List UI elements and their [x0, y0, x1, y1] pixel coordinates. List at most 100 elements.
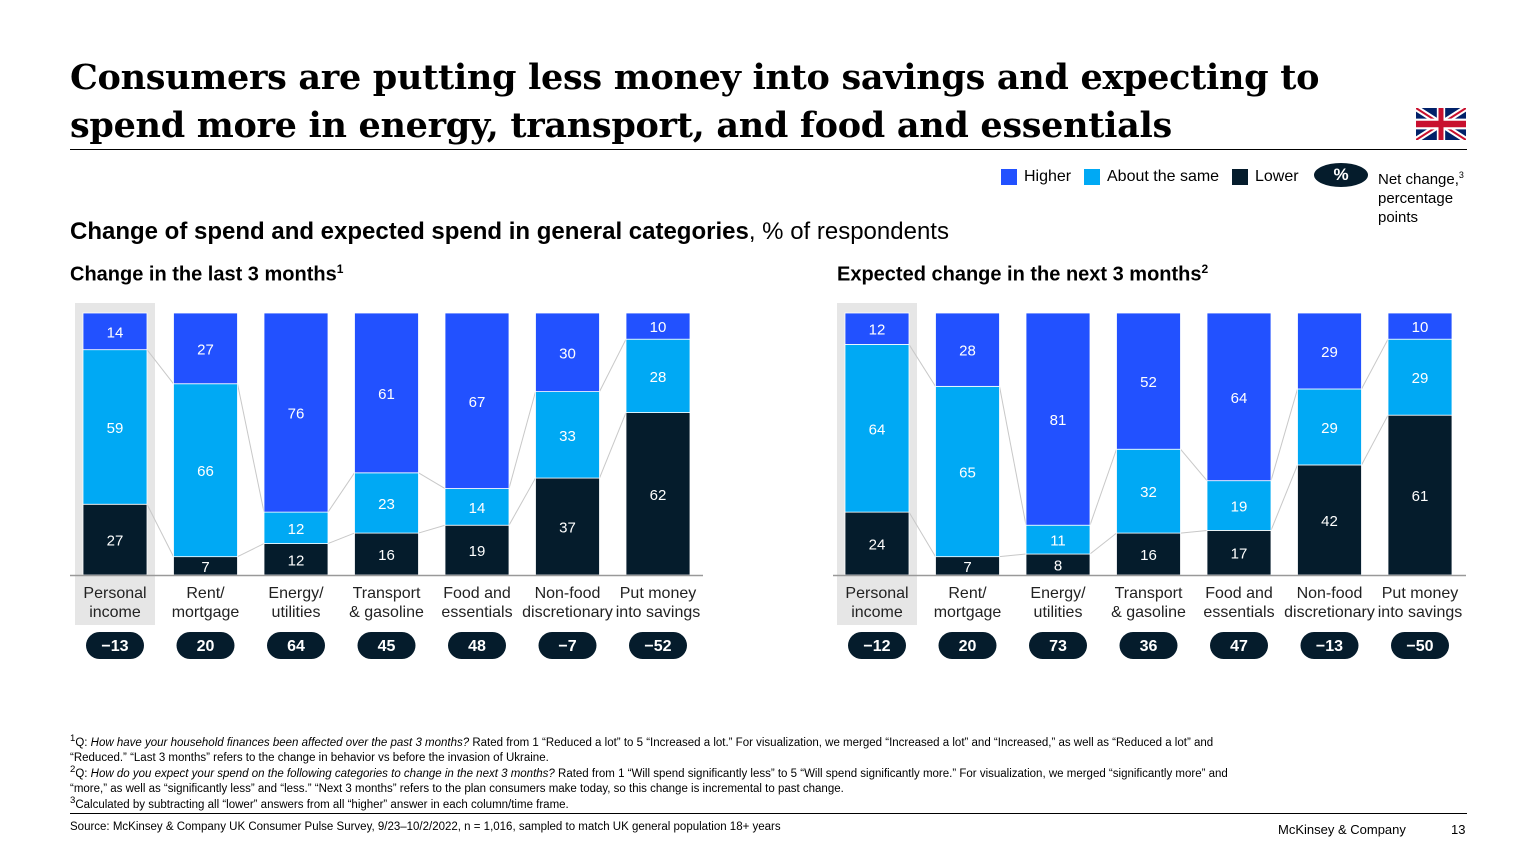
connector-line	[146, 349, 174, 385]
bar-segment-about-the-same	[1206, 480, 1272, 531]
category-label: & gasoline	[1111, 604, 1186, 621]
data-label: 19	[469, 543, 486, 560]
connector-line	[1089, 532, 1117, 555]
data-label: 24	[869, 537, 886, 554]
category-label: Personal	[845, 585, 908, 602]
data-label: 66	[197, 463, 214, 480]
category-label: Rent/	[948, 585, 987, 602]
bar-segment-lower	[354, 532, 419, 576]
bar-segment-about-the-same	[1116, 448, 1181, 534]
legend-swatch-lower	[1232, 169, 1248, 185]
bar-segment-higher	[625, 312, 691, 340]
net-change-pill	[1300, 632, 1359, 659]
title-divider	[70, 149, 1467, 150]
category-label: discretionary	[1284, 604, 1375, 621]
net-change-value: −52	[644, 638, 671, 655]
category-label: into savings	[1378, 604, 1463, 621]
category-label: Energy/	[268, 585, 324, 602]
data-label: 67	[469, 394, 486, 411]
bar-segment-lower	[844, 511, 910, 576]
subtitle-rest: , % of respondents	[748, 218, 949, 245]
bar-segment-about-the-same	[444, 488, 510, 526]
category-label: Non-food	[1297, 585, 1363, 602]
data-label: 17	[1231, 546, 1248, 563]
net-change-pill	[1210, 632, 1268, 659]
net-change-pill	[267, 632, 325, 659]
legend-label: Lower	[1255, 168, 1299, 185]
bar-segment-about-the-same	[173, 383, 238, 558]
chart-subtitle: Change of spend and expected spend in ge…	[70, 218, 949, 246]
category-label: utilities	[1034, 604, 1083, 621]
net-change-value: 48	[468, 638, 486, 655]
connector-line	[1270, 464, 1298, 531]
category-label: income	[89, 604, 141, 621]
bar-segment-higher	[82, 312, 148, 351]
legend-net-pill: %	[1314, 163, 1368, 187]
net-change-pill	[938, 632, 997, 659]
data-label: 65	[959, 465, 976, 482]
net-change-value: −13	[1316, 638, 1343, 655]
legend-lower: Lower	[1232, 168, 1299, 186]
bar-segment-higher	[173, 312, 238, 385]
data-label: 76	[288, 406, 305, 423]
data-label: 33	[559, 428, 576, 445]
category-label: Food and	[1205, 585, 1273, 602]
panel-title-text: Expected change in the next 3 months	[837, 263, 1202, 286]
source-note: Source: McKinsey & Company UK Consumer P…	[70, 821, 781, 833]
legend-label: About the same	[1107, 168, 1220, 185]
connector-line	[999, 553, 1027, 558]
connector-line	[599, 412, 627, 479]
data-label: 64	[869, 421, 886, 438]
net-change-pill	[1029, 632, 1087, 659]
data-label: 11	[1050, 533, 1066, 550]
net-change-pill	[1119, 632, 1178, 659]
net-change-pill	[176, 632, 235, 659]
bar-segment-higher	[354, 312, 419, 474]
connector-line	[908, 511, 936, 557]
connector-line	[237, 383, 265, 513]
category-label: Energy/	[1030, 585, 1086, 602]
category-label: & gasoline	[349, 604, 424, 621]
category-label: Put money	[1382, 585, 1458, 602]
connector-line	[327, 532, 355, 545]
net-change-value: −7	[558, 638, 576, 655]
data-label: 27	[107, 533, 124, 550]
data-label: 16	[1140, 547, 1157, 564]
bar-segment-higher	[1206, 312, 1272, 482]
data-label: 14	[469, 500, 486, 517]
connector-line	[999, 386, 1027, 526]
data-label: 62	[650, 487, 667, 504]
data-label: 29	[1321, 344, 1338, 361]
footnote-1: 1Q: How have your household finances bee…	[70, 733, 1214, 765]
category-label: into savings	[616, 604, 701, 621]
data-label: 14	[107, 324, 124, 341]
connector-line	[908, 344, 936, 387]
data-label: 10	[1412, 319, 1429, 336]
connector-line	[1089, 449, 1117, 526]
bar-segment-about-the-same	[844, 344, 910, 513]
bar-segment-higher	[1025, 312, 1091, 526]
bar-segment-higher	[263, 312, 329, 513]
data-label: 64	[1231, 390, 1248, 407]
bar-segment-lower	[625, 412, 691, 576]
bar-segment-lower	[1206, 530, 1272, 576]
connector-line	[418, 472, 446, 489]
connector-line	[1361, 414, 1389, 466]
brand-name: McKinsey & Company	[1278, 822, 1406, 837]
bar-segment-higher	[844, 312, 910, 345]
bar-segment-higher	[444, 312, 510, 489]
legend-swatch-same	[1084, 169, 1100, 185]
category-label: discretionary	[522, 604, 613, 621]
connector-line	[599, 338, 627, 392]
net-change-value: −13	[101, 638, 128, 655]
data-label: 42	[1321, 513, 1338, 530]
category-label: Transport	[353, 585, 421, 602]
data-label: 61	[1412, 488, 1429, 505]
category-label: Food and	[443, 585, 511, 602]
category-label: Personal	[83, 585, 146, 602]
net-change-value: 47	[1230, 638, 1248, 655]
bar-segment-lower	[535, 477, 600, 576]
bar-segment-about-the-same	[935, 385, 1000, 558]
data-label: 37	[559, 520, 576, 537]
net-change-pill	[448, 632, 506, 659]
